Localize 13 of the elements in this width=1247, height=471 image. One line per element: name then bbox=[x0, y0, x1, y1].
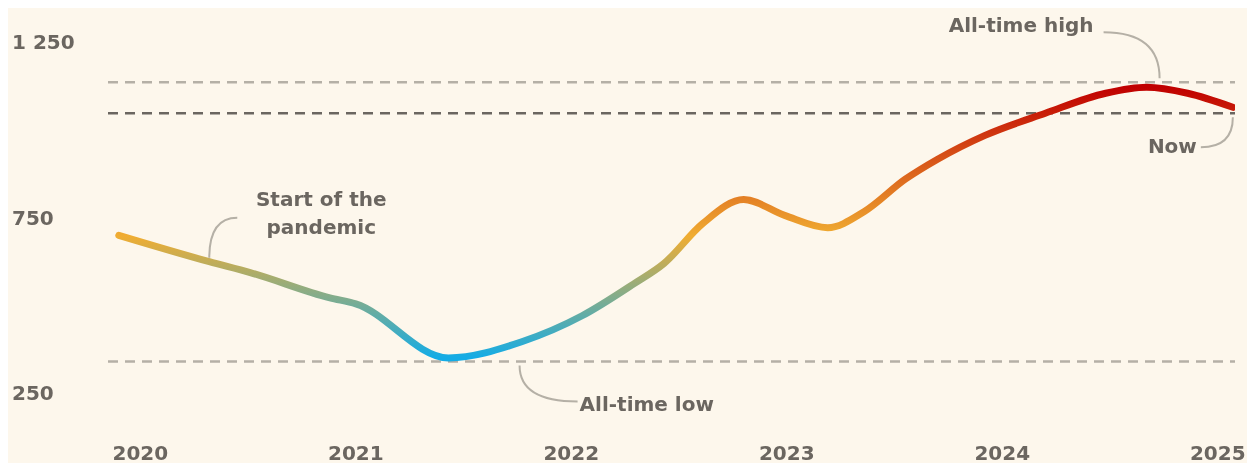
x-tick-label: 2025 bbox=[1189, 441, 1246, 466]
annotation: All-time low bbox=[579, 392, 714, 417]
y-tick-label: 250 bbox=[12, 381, 54, 405]
annotation: Now bbox=[1147, 134, 1197, 159]
annotation: All-time high bbox=[948, 13, 1094, 38]
y-tick-label: 750 bbox=[12, 205, 54, 230]
x-tick-label: 2021 bbox=[327, 441, 384, 466]
y-tick-label: 1 250 bbox=[12, 30, 75, 54]
x-tick-label: 2024 bbox=[974, 441, 1031, 466]
x-tick-label: 2022 bbox=[543, 441, 600, 466]
x-tick-label: 2023 bbox=[758, 441, 815, 466]
x-tick-label: 2020 bbox=[112, 441, 169, 466]
annotation: Start of the pandemic bbox=[255, 186, 387, 239]
